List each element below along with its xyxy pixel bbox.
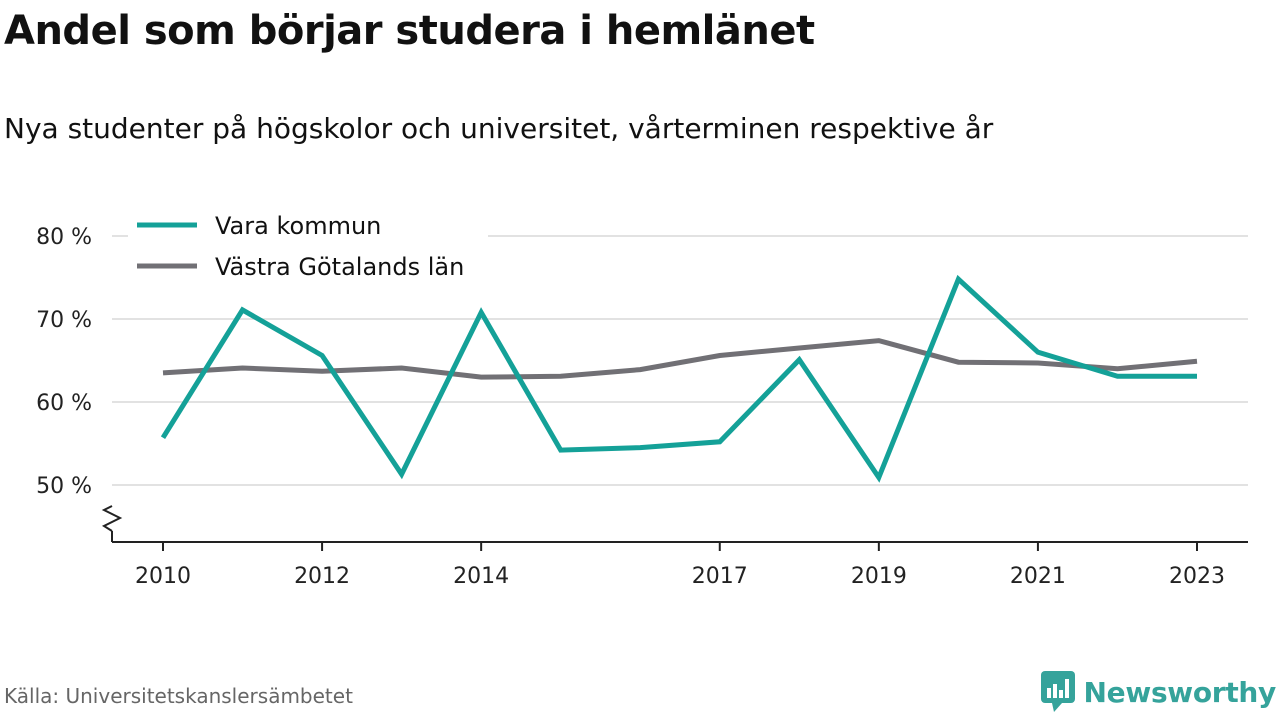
brand[interactable]: Newsworthy xyxy=(1040,670,1276,714)
y-tick-label: 70 % xyxy=(36,308,92,333)
y-tick-label: 80 % xyxy=(36,225,92,250)
y-axis-break-marker xyxy=(101,505,123,532)
x-tick-label: 2023 xyxy=(1169,564,1225,589)
x-tick-label: 2012 xyxy=(294,564,350,589)
legend-box xyxy=(128,204,488,292)
x-tick-label: 2014 xyxy=(453,564,509,589)
series-line-0 xyxy=(160,274,1197,483)
newsworthy-logo-icon xyxy=(1040,671,1075,712)
x-tick-label: 2010 xyxy=(135,564,191,589)
legend-label: Vara kommun xyxy=(215,212,381,240)
y-tick-label: 50 % xyxy=(36,474,92,499)
chart-title: Andel som börjar studera i hemlänet xyxy=(4,8,815,54)
x-tick-label: 2017 xyxy=(692,564,748,589)
legend-label: Västra Götalands län xyxy=(215,253,464,281)
source-note: Källa: Universitetskanslersämbetet xyxy=(4,684,353,708)
x-tick-label: 2021 xyxy=(1010,564,1066,589)
y-tick-label: 60 % xyxy=(36,391,92,416)
x-tick-label: 2019 xyxy=(851,564,907,589)
chart-subtitle: Nya studenter på högskolor och universit… xyxy=(4,112,994,145)
brand-name: Newsworthy xyxy=(1083,675,1277,709)
series-line-1 xyxy=(162,338,1198,380)
